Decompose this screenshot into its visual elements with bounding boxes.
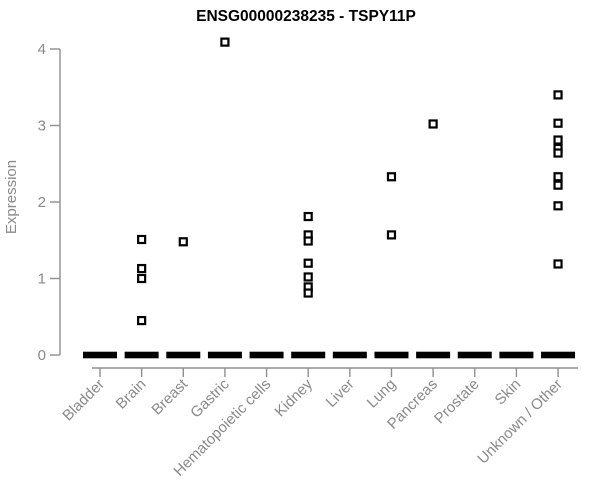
data-point-marker xyxy=(137,234,147,245)
zero-expression-dash xyxy=(457,351,492,359)
data-point-marker xyxy=(303,211,313,222)
zero-expression-dash xyxy=(166,351,201,359)
zero-expression-dash xyxy=(83,351,117,359)
data-point-marker xyxy=(178,237,188,247)
zero-expression-dash xyxy=(207,351,242,359)
data-point-marker xyxy=(553,201,563,211)
chart-title: ENSG00000238235 - TSPY11P xyxy=(196,8,416,25)
data-point-marker xyxy=(553,180,563,190)
x-category-label: Brain xyxy=(113,376,150,413)
data-point-marker xyxy=(428,119,438,129)
data-point-marker xyxy=(137,315,147,326)
data-point-marker xyxy=(303,288,313,298)
data-point-marker xyxy=(553,90,563,100)
data-point-marker xyxy=(386,230,397,240)
y-axis-title: Expression xyxy=(3,160,20,234)
zero-expression-dash xyxy=(124,351,159,359)
y-tick-label: 0 xyxy=(38,347,46,364)
zero-expression-dash xyxy=(541,351,576,359)
data-point-marker xyxy=(386,172,397,182)
y-tick-label: 3 xyxy=(38,118,46,135)
data-point-marker xyxy=(303,236,313,246)
data-point-marker xyxy=(137,263,147,274)
x-category-label: Breast xyxy=(148,375,191,418)
x-category-label: Prostate xyxy=(431,376,483,428)
zero-expression-dash xyxy=(291,351,326,359)
data-point-marker xyxy=(553,148,563,158)
data-point-marker xyxy=(303,258,313,268)
y-tick-label: 1 xyxy=(38,271,46,288)
x-category-label: Kidney xyxy=(272,375,317,420)
data-point-marker xyxy=(553,118,563,128)
zero-expression-dash xyxy=(374,351,409,359)
data-point-marker xyxy=(553,172,563,182)
data-point-marker xyxy=(137,273,147,284)
zero-expression-dash xyxy=(416,351,451,359)
x-category-label: Lung xyxy=(364,376,400,412)
data-point-marker xyxy=(553,259,563,269)
data-point-marker xyxy=(553,135,563,145)
zero-expression-dash xyxy=(332,351,367,359)
data-point-marker xyxy=(220,37,230,47)
x-category-label: Bladder xyxy=(59,376,108,425)
zero-expression-dash xyxy=(249,351,284,359)
data-point-marker xyxy=(303,272,313,282)
data-layer xyxy=(83,37,576,359)
zero-expression-dash xyxy=(499,351,534,359)
x-category-label: Liver xyxy=(323,376,358,411)
y-tick-label: 2 xyxy=(38,194,46,211)
y-tick-label: 4 xyxy=(38,41,46,58)
x-category-label: Skin xyxy=(492,376,525,409)
